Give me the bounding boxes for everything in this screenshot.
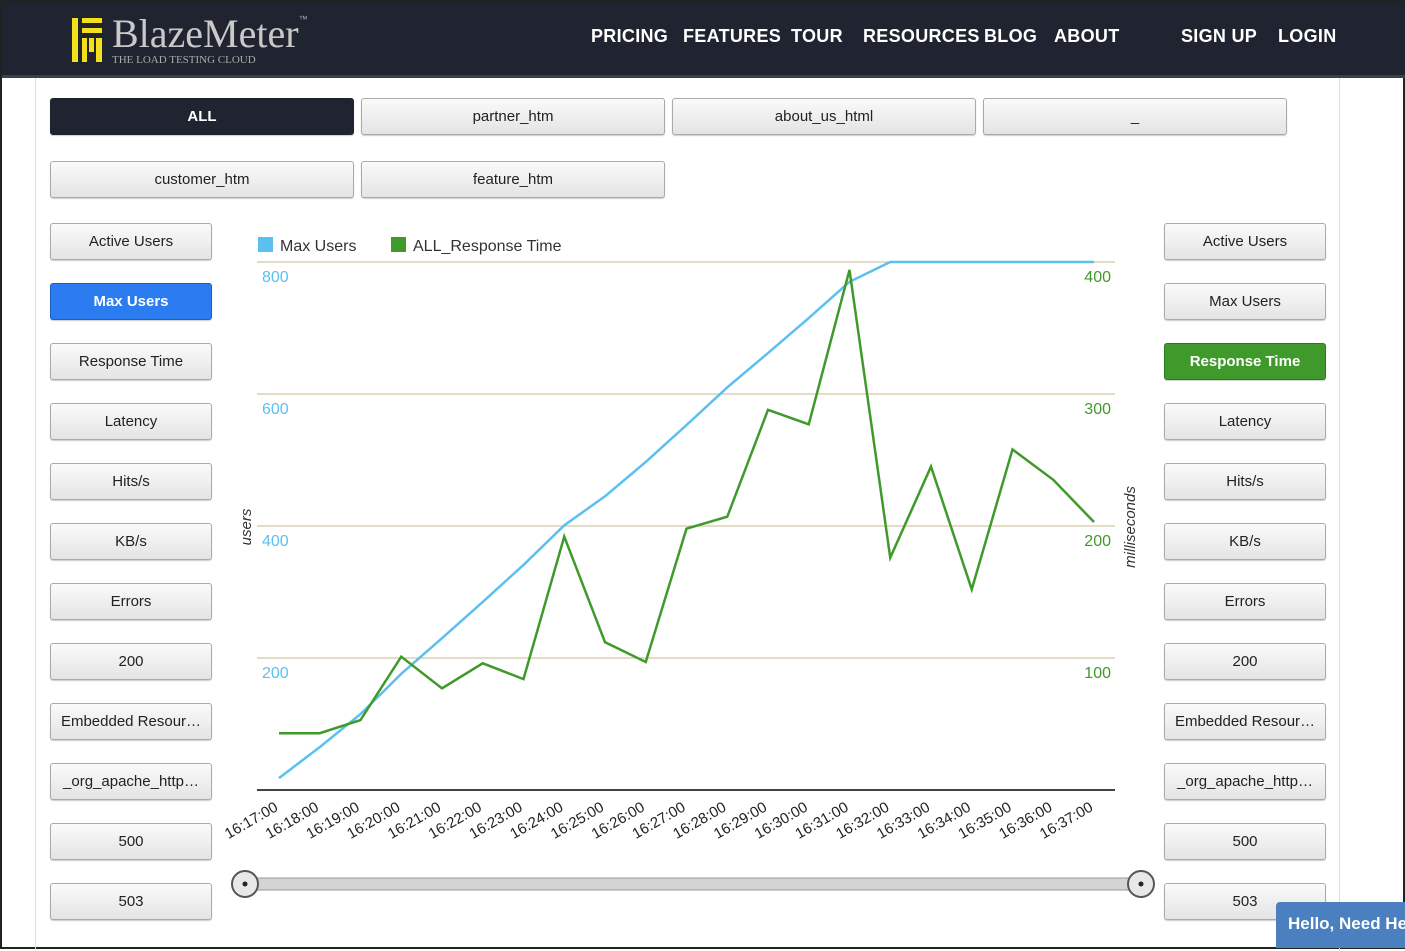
label-button-about-us[interactable]: about_us_html [672,98,976,135]
label-button-all[interactable]: ALL [50,98,354,135]
left-metric-button[interactable]: Latency [50,403,212,440]
left-metric-button[interactable]: Response Time [50,343,212,380]
chat-widget[interactable]: Hello, Need Help? [1276,902,1405,948]
right-metric-button[interactable]: _org_apache_http… [1164,763,1326,800]
left-metric-button[interactable]: KB/s [50,523,212,560]
right-metric-button[interactable]: Hits/s [1164,463,1326,500]
nav-resources[interactable]: RESOURCES [863,26,980,46]
label-button-customer[interactable]: customer_htm [50,161,354,198]
logo[interactable]: BlazeMeter ™ THE LOAD TESTING CLOUD [72,11,308,66]
right-metric-button[interactable]: Max Users [1164,283,1326,320]
right-metric-button[interactable]: KB/s [1164,523,1326,560]
nav-blog[interactable]: BLOG [984,26,1038,46]
nav-tour[interactable]: TOUR [791,26,843,46]
left-metric-button[interactable]: Errors [50,583,212,620]
label-button-feature[interactable]: feature_htm [361,161,665,198]
left-metric-button[interactable]: 500 [50,823,212,860]
right-metric-button[interactable]: Errors [1164,583,1326,620]
nav-signup[interactable]: SIGN UP [1181,26,1258,46]
left-metric-button[interactable]: Embedded Resour… [50,703,212,740]
left-metric-button[interactable]: _org_apache_http… [50,763,212,800]
nav-login[interactable]: LOGIN [1278,26,1337,46]
right-metric-button[interactable]: Response Time [1164,343,1326,380]
label-button-underscore[interactable]: _ [983,98,1287,135]
label-button-partner[interactable]: partner_htm [361,98,665,135]
right-metric-button[interactable]: 200 [1164,643,1326,680]
nav-pricing[interactable]: PRICING [591,26,669,46]
brand-name: BlazeMeter [112,11,299,56]
left-metric-button[interactable]: 503 [50,883,212,920]
tagline: THE LOAD TESTING CLOUD [112,54,256,66]
right-metric-button[interactable]: Active Users [1164,223,1326,260]
left-metric-button[interactable]: Active Users [50,223,212,260]
right-metric-button[interactable]: Latency [1164,403,1326,440]
left-metric-button[interactable]: Max Users [50,283,212,320]
content-panel [35,78,1340,951]
top-nav: BlazeMeter ™ THE LOAD TESTING CLOUD PRIC… [2,2,1405,78]
left-metric-button[interactable]: Hits/s [50,463,212,500]
left-metric-button[interactable]: 200 [50,643,212,680]
nav-features[interactable]: FEATURES [683,26,782,46]
logo-icon [72,14,102,62]
nav-about[interactable]: ABOUT [1054,26,1120,46]
right-metric-button[interactable]: 500 [1164,823,1326,860]
trademark: ™ [298,14,308,24]
right-metric-button[interactable]: Embedded Resour… [1164,703,1326,740]
